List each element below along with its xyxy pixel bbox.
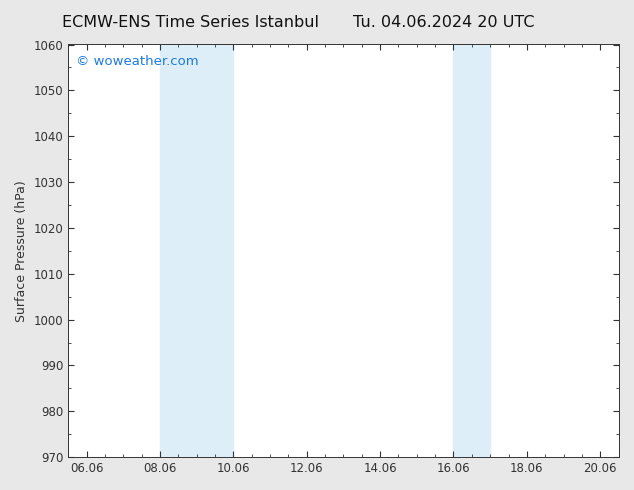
Text: Tu. 04.06.2024 20 UTC: Tu. 04.06.2024 20 UTC (353, 15, 534, 30)
Text: © woweather.com: © woweather.com (77, 55, 199, 68)
Y-axis label: Surface Pressure (hPa): Surface Pressure (hPa) (15, 180, 28, 322)
Bar (453, 45, 490, 457)
Bar (160, 45, 233, 457)
Text: ECMW-ENS Time Series Istanbul: ECMW-ENS Time Series Istanbul (61, 15, 319, 30)
